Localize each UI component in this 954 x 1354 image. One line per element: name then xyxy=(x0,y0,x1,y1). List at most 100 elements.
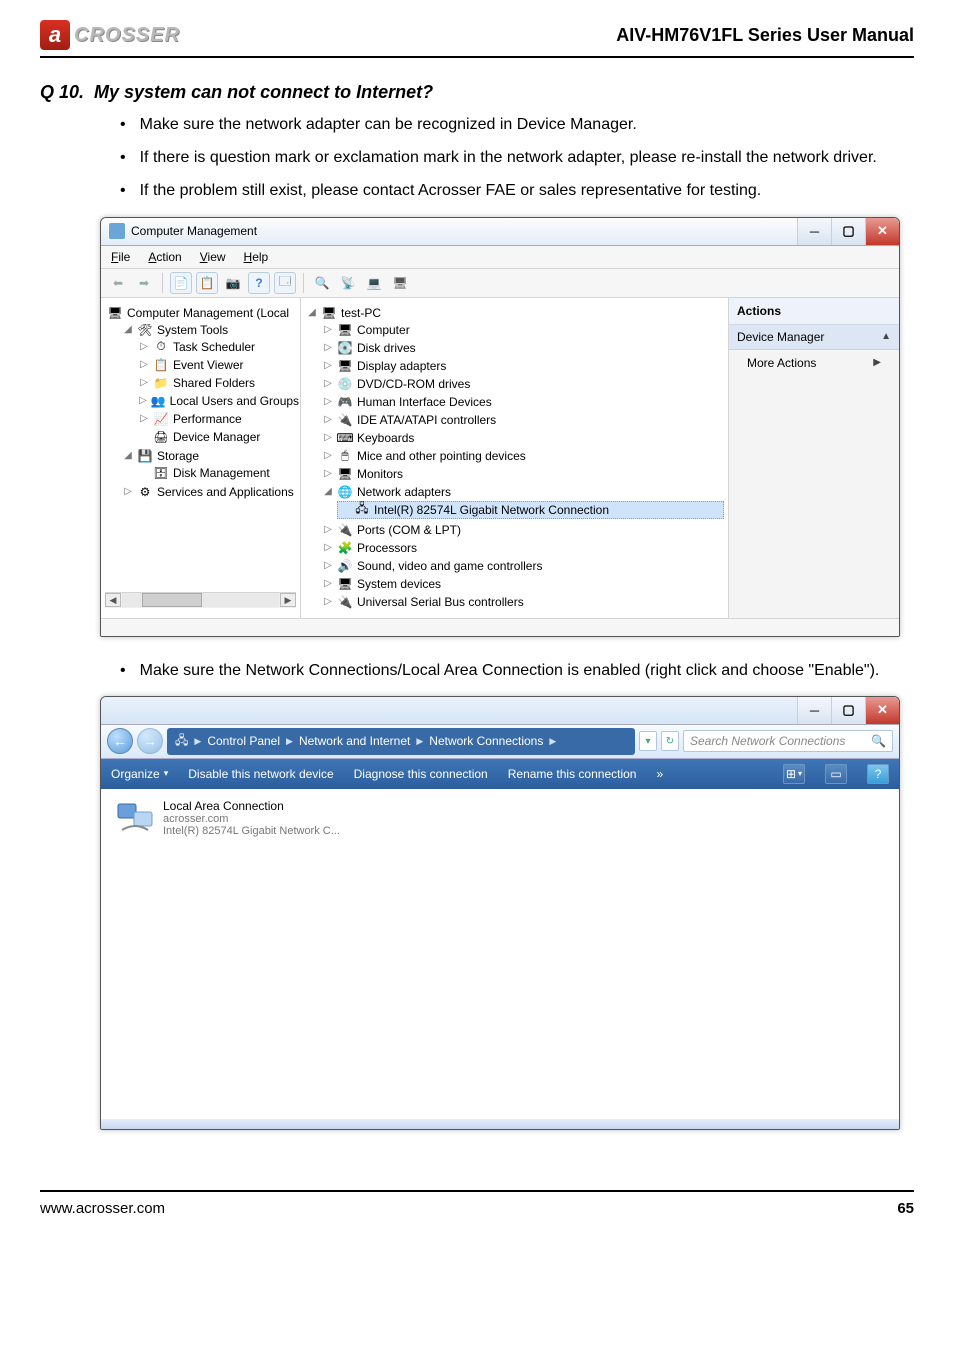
tree-label[interactable]: Keyboards xyxy=(357,431,414,445)
tree-label[interactable]: Local Users and Groups xyxy=(170,394,299,408)
breadcrumb[interactable]: Network Connections xyxy=(429,734,543,748)
menu-help[interactable]: Help xyxy=(244,250,269,264)
tree-label[interactable]: IDE ATA/ATAPI controllers xyxy=(357,413,496,427)
left-pane[interactable]: 🖥Computer Management (Local ◢🛠System Too… xyxy=(101,298,301,618)
caret-icon[interactable]: ▷ xyxy=(323,560,333,571)
close-button[interactable]: ✕ xyxy=(865,697,899,724)
breadcrumb[interactable]: Control Panel xyxy=(207,734,280,748)
caret-icon[interactable]: ◢ xyxy=(307,307,317,318)
caret-icon[interactable]: ▷ xyxy=(323,360,333,371)
tree-label[interactable]: Ports (COM & LPT) xyxy=(357,523,461,537)
caret-icon[interactable]: ▷ xyxy=(323,378,333,389)
connections-list-pane[interactable]: Local Area Connection acrosser.com Intel… xyxy=(101,789,899,1119)
tree-label[interactable]: Disk drives xyxy=(357,341,416,355)
tree-label[interactable]: DVD/CD-ROM drives xyxy=(357,377,470,391)
caret-icon[interactable]: ◢ xyxy=(323,486,333,497)
caret-icon[interactable]: ▷ xyxy=(123,486,133,497)
toolbar-extra-button[interactable]: 🗔 xyxy=(274,272,296,294)
scroll-right-button[interactable]: ▶ xyxy=(280,593,296,607)
caret-icon[interactable]: ▷ xyxy=(323,468,333,479)
toolbar-icon[interactable]: 📡 xyxy=(337,272,359,294)
caret-icon[interactable]: ▷ xyxy=(139,413,149,424)
tree-label[interactable]: Performance xyxy=(173,412,242,426)
actions-item-more[interactable]: More Actions ▶ xyxy=(729,350,899,376)
breadcrumb[interactable]: Network and Internet xyxy=(299,734,410,748)
minimize-button[interactable]: ─ xyxy=(797,697,831,724)
tree-label[interactable]: Device Manager xyxy=(173,430,260,444)
maximize-button[interactable]: ▢ xyxy=(831,697,865,724)
tree-label[interactable]: Event Viewer xyxy=(173,358,243,372)
menu-file[interactable]: File xyxy=(111,250,130,264)
tree-label[interactable]: Monitors xyxy=(357,467,403,481)
horizontal-scrollbar[interactable]: ◀ ▶ xyxy=(105,592,296,608)
scroll-thumb[interactable] xyxy=(142,593,202,607)
titlebar[interactable]: ─ ▢ ✕ xyxy=(101,697,899,725)
close-button[interactable]: ✕ xyxy=(865,218,899,245)
tree-label[interactable]: Storage xyxy=(157,449,199,463)
tree-label[interactable]: Mice and other pointing devices xyxy=(357,449,526,463)
tree-label[interactable]: System Tools xyxy=(157,323,228,337)
address-dropdown[interactable]: ▾ xyxy=(639,731,657,751)
caret-icon[interactable]: ▷ xyxy=(323,342,333,353)
tree-label[interactable]: Disk Management xyxy=(173,466,270,480)
caret-icon[interactable]: ▷ xyxy=(323,450,333,461)
rename-button[interactable]: Rename this connection xyxy=(508,767,637,781)
toolbar-help-button[interactable]: ? xyxy=(248,272,270,294)
tree-label[interactable]: Task Scheduler xyxy=(173,340,255,354)
connection-item[interactable]: Local Area Connection acrosser.com Intel… xyxy=(115,799,415,837)
tree-label[interactable]: Computer Management (Local xyxy=(127,306,289,320)
actions-subheader[interactable]: Device Manager ▲ xyxy=(729,325,899,350)
caret-icon[interactable]: ▷ xyxy=(323,578,333,589)
caret-icon[interactable]: ▷ xyxy=(323,414,333,425)
address-bar[interactable]: 🖧 ▶ Control Panel ▶ Network and Internet… xyxy=(167,728,635,755)
disable-device-button[interactable]: Disable this network device xyxy=(188,767,333,781)
collapse-up-icon[interactable]: ▲ xyxy=(881,331,891,342)
preview-pane-button[interactable]: ▭ xyxy=(825,764,847,784)
scroll-left-button[interactable]: ◀ xyxy=(105,593,121,607)
caret-icon[interactable]: ▷ xyxy=(139,359,149,370)
tree-label[interactable]: Computer xyxy=(357,323,410,337)
tree-label[interactable]: Network adapters xyxy=(357,485,451,499)
help-button[interactable]: ? xyxy=(867,764,889,784)
menu-view[interactable]: View xyxy=(200,250,226,264)
titlebar[interactable]: Computer Management ─ ▢ ✕ xyxy=(101,218,899,246)
minimize-button[interactable]: ─ xyxy=(797,218,831,245)
caret-icon[interactable]: ▷ xyxy=(323,324,333,335)
refresh-button[interactable]: ↻ xyxy=(661,731,679,751)
caret-icon[interactable]: ▷ xyxy=(323,524,333,535)
caret-icon[interactable]: ◢ xyxy=(123,324,133,335)
device-tree[interactable]: ◢🖥test-PC ▷🖥Computer ▷💽Disk drives ▷🖥Dis… xyxy=(305,304,724,612)
caret-icon[interactable]: ◢ xyxy=(123,450,133,461)
diagnose-button[interactable]: Diagnose this connection xyxy=(354,767,488,781)
toolbar-up-button[interactable]: 📄 xyxy=(170,272,192,294)
view-mode-button[interactable]: ⊞▾ xyxy=(783,764,805,784)
toolbar-icon[interactable]: 🔍 xyxy=(311,272,333,294)
selected-device[interactable]: 🖧Intel(R) 82574L Gigabit Network Connect… xyxy=(337,501,724,519)
toolbar-icon[interactable]: 🖥 xyxy=(389,272,411,294)
caret-icon[interactable]: ▷ xyxy=(323,596,333,607)
tree-label[interactable]: test-PC xyxy=(341,306,381,320)
nav-forward-button[interactable]: ➡ xyxy=(133,272,155,294)
tree-label[interactable]: Processors xyxy=(357,541,417,555)
tree-label[interactable]: Intel(R) 82574L Gigabit Network Connecti… xyxy=(374,503,609,517)
tree-label[interactable]: Display adapters xyxy=(357,359,446,373)
caret-icon[interactable]: ▷ xyxy=(323,432,333,443)
toolbar-properties-button[interactable]: 📋 xyxy=(196,272,218,294)
organize-menu[interactable]: Organize▾ xyxy=(111,767,168,781)
console-tree[interactable]: 🖥Computer Management (Local ◢🛠System Too… xyxy=(105,304,296,502)
maximize-button[interactable]: ▢ xyxy=(831,218,865,245)
nav-back-button[interactable]: ⬅ xyxy=(107,272,129,294)
device-tree-pane[interactable]: ◢🖥test-PC ▷🖥Computer ▷💽Disk drives ▷🖥Dis… xyxy=(301,298,729,618)
tree-label[interactable]: Shared Folders xyxy=(173,376,255,390)
toolbar-refresh-button[interactable]: 📷 xyxy=(222,272,244,294)
tree-label[interactable]: Universal Serial Bus controllers xyxy=(357,595,524,609)
toolbar-icon[interactable]: 💻 xyxy=(363,272,385,294)
menu-action[interactable]: Action xyxy=(148,250,181,264)
caret-icon[interactable]: ▷ xyxy=(323,542,333,553)
caret-icon[interactable]: ▷ xyxy=(323,396,333,407)
tree-label[interactable]: System devices xyxy=(357,577,441,591)
scroll-track[interactable] xyxy=(122,593,279,607)
caret-icon[interactable]: ▷ xyxy=(139,377,149,388)
nav-forward-button[interactable]: → xyxy=(137,728,163,754)
tree-label[interactable]: Services and Applications xyxy=(157,485,294,499)
